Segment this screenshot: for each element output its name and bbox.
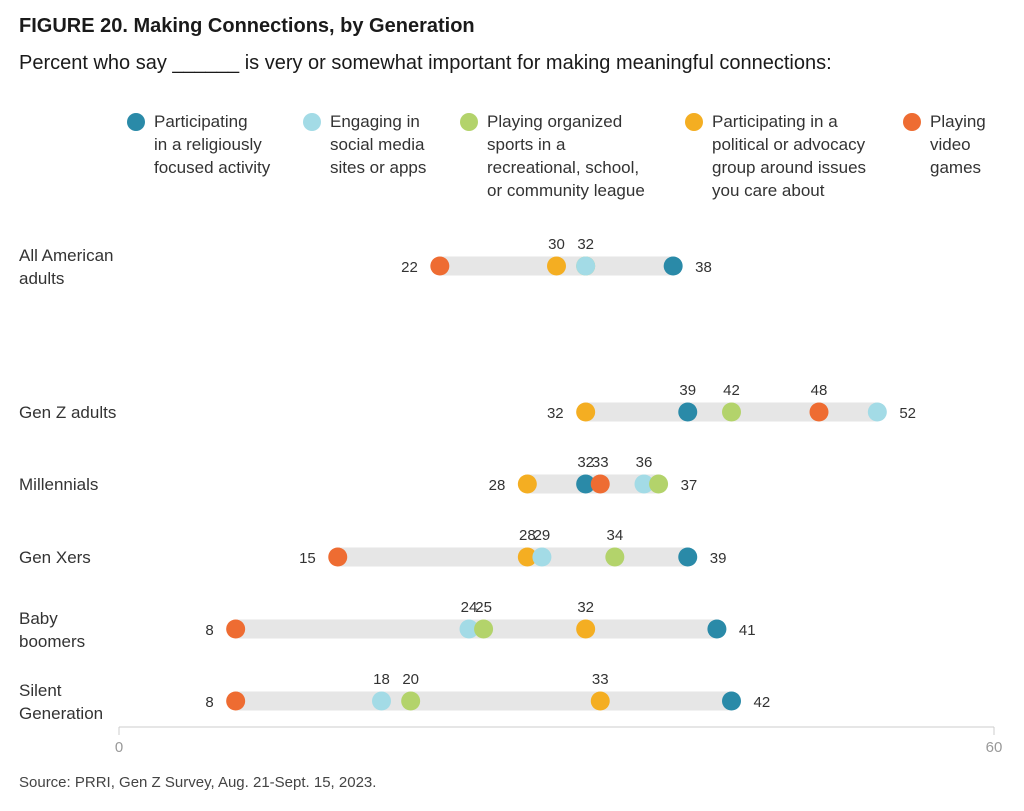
value-label: 37 — [681, 477, 698, 494]
legend-swatch-games — [903, 113, 921, 131]
dot-sports — [401, 691, 421, 711]
dot-games — [328, 547, 348, 567]
value-label: 8 — [205, 622, 213, 639]
dot-religious — [663, 256, 683, 276]
dot-political — [547, 256, 566, 276]
dot-games — [590, 474, 610, 494]
dot-games — [226, 619, 246, 639]
value-label: 33 — [592, 671, 609, 688]
chart-subtitle: Percent who say ______ is very or somewh… — [19, 52, 832, 74]
dot-political — [590, 691, 610, 711]
source-note: Source: PRRI, Gen Z Survey, Aug. 21-Sept… — [19, 774, 377, 791]
value-label: 33 — [592, 454, 609, 471]
dot-social — [576, 256, 596, 276]
dot-social — [372, 691, 391, 711]
legend-swatch-social — [303, 113, 321, 131]
value-label: 18 — [373, 671, 390, 688]
chart-title: FIGURE 20. Making Connections, by Genera… — [19, 15, 475, 37]
value-label: 32 — [577, 454, 594, 471]
value-label: 32 — [577, 599, 594, 616]
legend-label-games: Playing video games — [930, 112, 986, 177]
category-label: Generation — [19, 704, 103, 723]
x-tick-label: 0 — [115, 739, 123, 756]
value-label: 39 — [679, 382, 696, 399]
value-label: 52 — [899, 405, 916, 422]
value-label: 20 — [402, 671, 419, 688]
value-label: 30 — [548, 236, 565, 253]
dot-political — [576, 619, 596, 639]
value-label: 28 — [519, 527, 536, 544]
dot-religious — [707, 619, 727, 639]
value-label: 32 — [577, 236, 594, 253]
value-label: 38 — [695, 259, 712, 276]
category-label: Gen Xers — [19, 548, 91, 567]
category-label: All American — [19, 246, 113, 265]
dot-political — [576, 402, 596, 422]
value-label: 32 — [547, 405, 564, 422]
dot-political — [517, 547, 537, 567]
value-label: 15 — [299, 550, 316, 567]
value-label: 28 — [489, 477, 506, 494]
dot-sports — [722, 402, 741, 422]
category-label: Silent — [19, 681, 62, 700]
dot-religious — [576, 474, 596, 494]
category-label: Baby — [19, 609, 58, 628]
dot-social — [532, 547, 552, 567]
range-bar — [337, 547, 688, 567]
dot-religious — [678, 402, 698, 422]
value-label: 29 — [534, 527, 551, 544]
legend-label-social: Engaging in social media sites or apps — [330, 112, 427, 177]
dot-sports — [474, 619, 494, 639]
value-label: 39 — [710, 550, 727, 567]
value-label: 36 — [636, 454, 653, 471]
dot-games — [226, 691, 246, 711]
dot-games — [809, 402, 829, 422]
dot-sports — [605, 547, 625, 567]
category-label: Gen Z adults — [19, 403, 116, 422]
value-label: 22 — [401, 259, 418, 276]
legend-label-political: Participating in a political or advocacy… — [712, 112, 867, 200]
value-label: 25 — [475, 599, 492, 616]
dot-political — [517, 474, 537, 494]
legend-label-sports: Playing organized sports in a recreation… — [487, 112, 645, 200]
category-label: Millennials — [19, 475, 98, 494]
dot-religious — [722, 691, 741, 711]
value-label: 48 — [811, 382, 828, 399]
legend-label-religious: Participating in a religiously focused a… — [154, 112, 271, 177]
category-label: boomers — [19, 632, 85, 651]
value-label: 34 — [606, 527, 623, 544]
dot-social — [634, 474, 654, 494]
dot-social — [867, 402, 887, 422]
dot-sports — [649, 474, 669, 494]
x-tick-label: 60 — [986, 739, 1003, 756]
legend-swatch-sports — [460, 113, 478, 131]
value-label: 42 — [723, 382, 740, 399]
value-label: 42 — [754, 694, 771, 711]
value-label: 41 — [739, 622, 756, 639]
dot-games — [430, 256, 450, 276]
dot-religious — [678, 547, 698, 567]
legend-swatch-religious — [127, 113, 145, 131]
range-bar — [235, 691, 732, 711]
dot-social — [459, 619, 479, 639]
value-label: 8 — [205, 694, 213, 711]
category-label: adults — [19, 269, 64, 288]
value-label: 24 — [461, 599, 478, 616]
legend-swatch-political — [685, 113, 703, 131]
